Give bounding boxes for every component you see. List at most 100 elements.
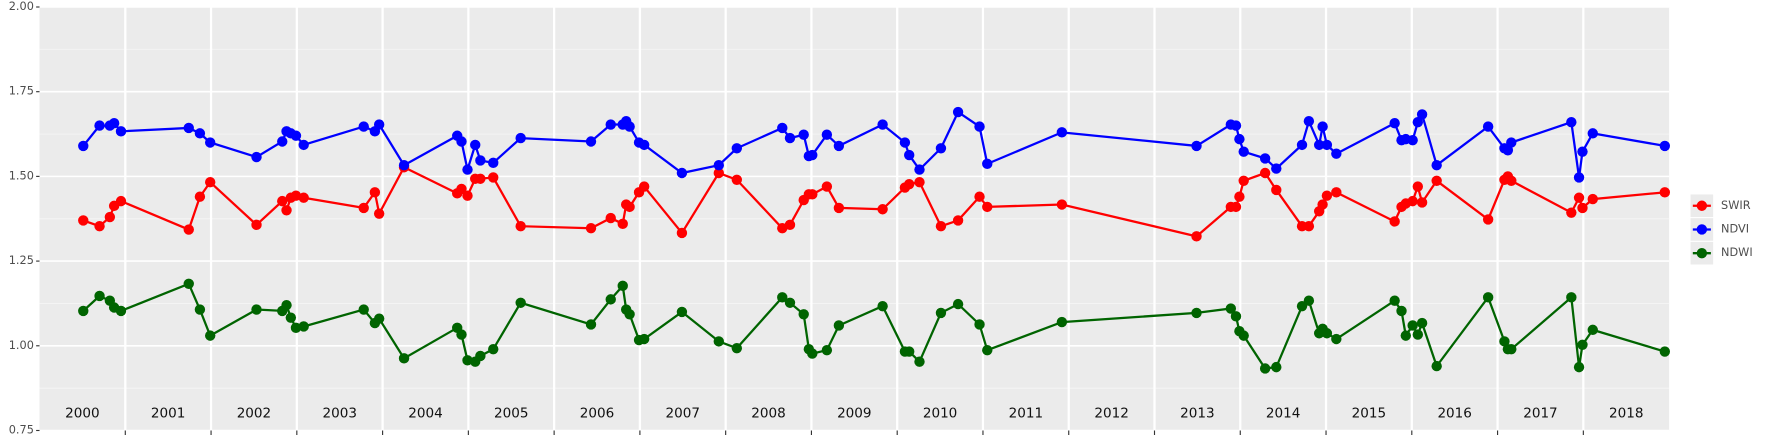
data-point <box>1259 153 1271 164</box>
y-tick-label: 1.50 <box>9 169 34 182</box>
x-tick-label: 2018 <box>1609 406 1643 422</box>
x-tick-label: 2001 <box>151 406 185 422</box>
data-point <box>713 160 724 171</box>
x-tick-label: 2004 <box>408 406 442 422</box>
data-point <box>952 215 964 226</box>
x-tick-label: 2002 <box>237 406 271 422</box>
data-point <box>1577 339 1588 350</box>
data-point <box>1303 295 1315 306</box>
data-point <box>475 173 486 184</box>
data-point <box>638 139 650 151</box>
data-point <box>904 149 915 161</box>
x-tick-label: 2012 <box>1094 406 1128 422</box>
legend-marker <box>1696 200 1708 211</box>
data-point <box>935 307 947 319</box>
data-point <box>914 176 925 188</box>
data-point <box>1577 146 1588 157</box>
data-point <box>1331 187 1342 198</box>
data-point <box>78 305 89 317</box>
data-point <box>94 221 105 232</box>
data-point <box>515 221 526 232</box>
data-point <box>585 223 597 234</box>
data-point <box>1407 134 1418 146</box>
data-point <box>807 348 818 359</box>
data-point <box>784 132 796 144</box>
data-point <box>1191 140 1202 152</box>
data-point <box>784 219 796 231</box>
data-point <box>373 313 385 324</box>
data-point <box>1238 175 1249 186</box>
data-point <box>1482 121 1494 132</box>
data-point <box>974 121 985 132</box>
data-point <box>1321 139 1333 151</box>
data-point <box>1234 133 1245 145</box>
x-tick-label: 2013 <box>1180 406 1214 422</box>
y-tick-label: 0.75 <box>9 423 34 436</box>
data-point <box>952 106 964 118</box>
data-point <box>1499 336 1510 347</box>
data-point <box>952 298 964 310</box>
legend-marker <box>1696 224 1708 235</box>
data-point <box>1234 191 1245 202</box>
data-point <box>731 143 743 154</box>
data-point <box>638 181 650 192</box>
x-tick-label: 2014 <box>1266 406 1300 422</box>
data-point <box>1238 330 1249 341</box>
data-point <box>205 176 216 188</box>
data-point <box>115 305 127 317</box>
data-point <box>605 119 616 130</box>
data-point <box>115 195 127 207</box>
data-point <box>1566 207 1577 218</box>
data-point <box>1331 333 1342 345</box>
data-point <box>475 155 486 166</box>
data-point <box>398 160 410 171</box>
data-point <box>624 201 635 213</box>
data-point <box>1191 307 1202 319</box>
x-tick-label: 2009 <box>837 406 871 422</box>
data-point <box>183 122 194 134</box>
data-point <box>470 139 481 151</box>
data-point <box>1506 343 1517 355</box>
data-point <box>1056 316 1068 328</box>
data-point <box>108 118 120 129</box>
data-point <box>475 350 486 362</box>
data-point <box>281 205 292 216</box>
data-point <box>914 164 925 175</box>
data-point <box>914 356 925 367</box>
data-point <box>1303 115 1315 127</box>
data-point <box>821 181 833 192</box>
data-point <box>807 189 818 200</box>
x-tick-label: 2016 <box>1437 406 1471 422</box>
data-point <box>456 329 467 340</box>
data-point <box>904 178 915 190</box>
data-point <box>877 119 888 130</box>
data-point <box>1659 346 1671 357</box>
data-point <box>974 191 985 202</box>
data-point <box>617 280 628 292</box>
data-point <box>1431 360 1442 372</box>
data-point <box>982 158 993 170</box>
data-point <box>617 218 628 230</box>
data-point <box>1317 199 1328 210</box>
data-point <box>251 151 262 163</box>
data-point <box>624 121 635 132</box>
x-tick-label: 2005 <box>494 406 528 422</box>
data-point <box>515 297 526 308</box>
data-point <box>982 344 993 356</box>
data-point <box>373 208 385 219</box>
data-point <box>935 143 947 154</box>
x-tick-label: 2010 <box>923 406 957 422</box>
data-point <box>115 126 127 137</box>
data-point <box>1412 329 1424 340</box>
x-tick-label: 2006 <box>580 406 614 422</box>
data-point <box>462 355 473 366</box>
data-point <box>456 136 467 147</box>
data-point <box>1317 121 1328 132</box>
data-point <box>1271 361 1282 373</box>
data-point <box>1587 128 1598 139</box>
data-point <box>1331 148 1342 159</box>
data-point <box>1296 139 1308 151</box>
y-tick-label: 1.25 <box>9 254 34 267</box>
data-point <box>78 140 89 152</box>
